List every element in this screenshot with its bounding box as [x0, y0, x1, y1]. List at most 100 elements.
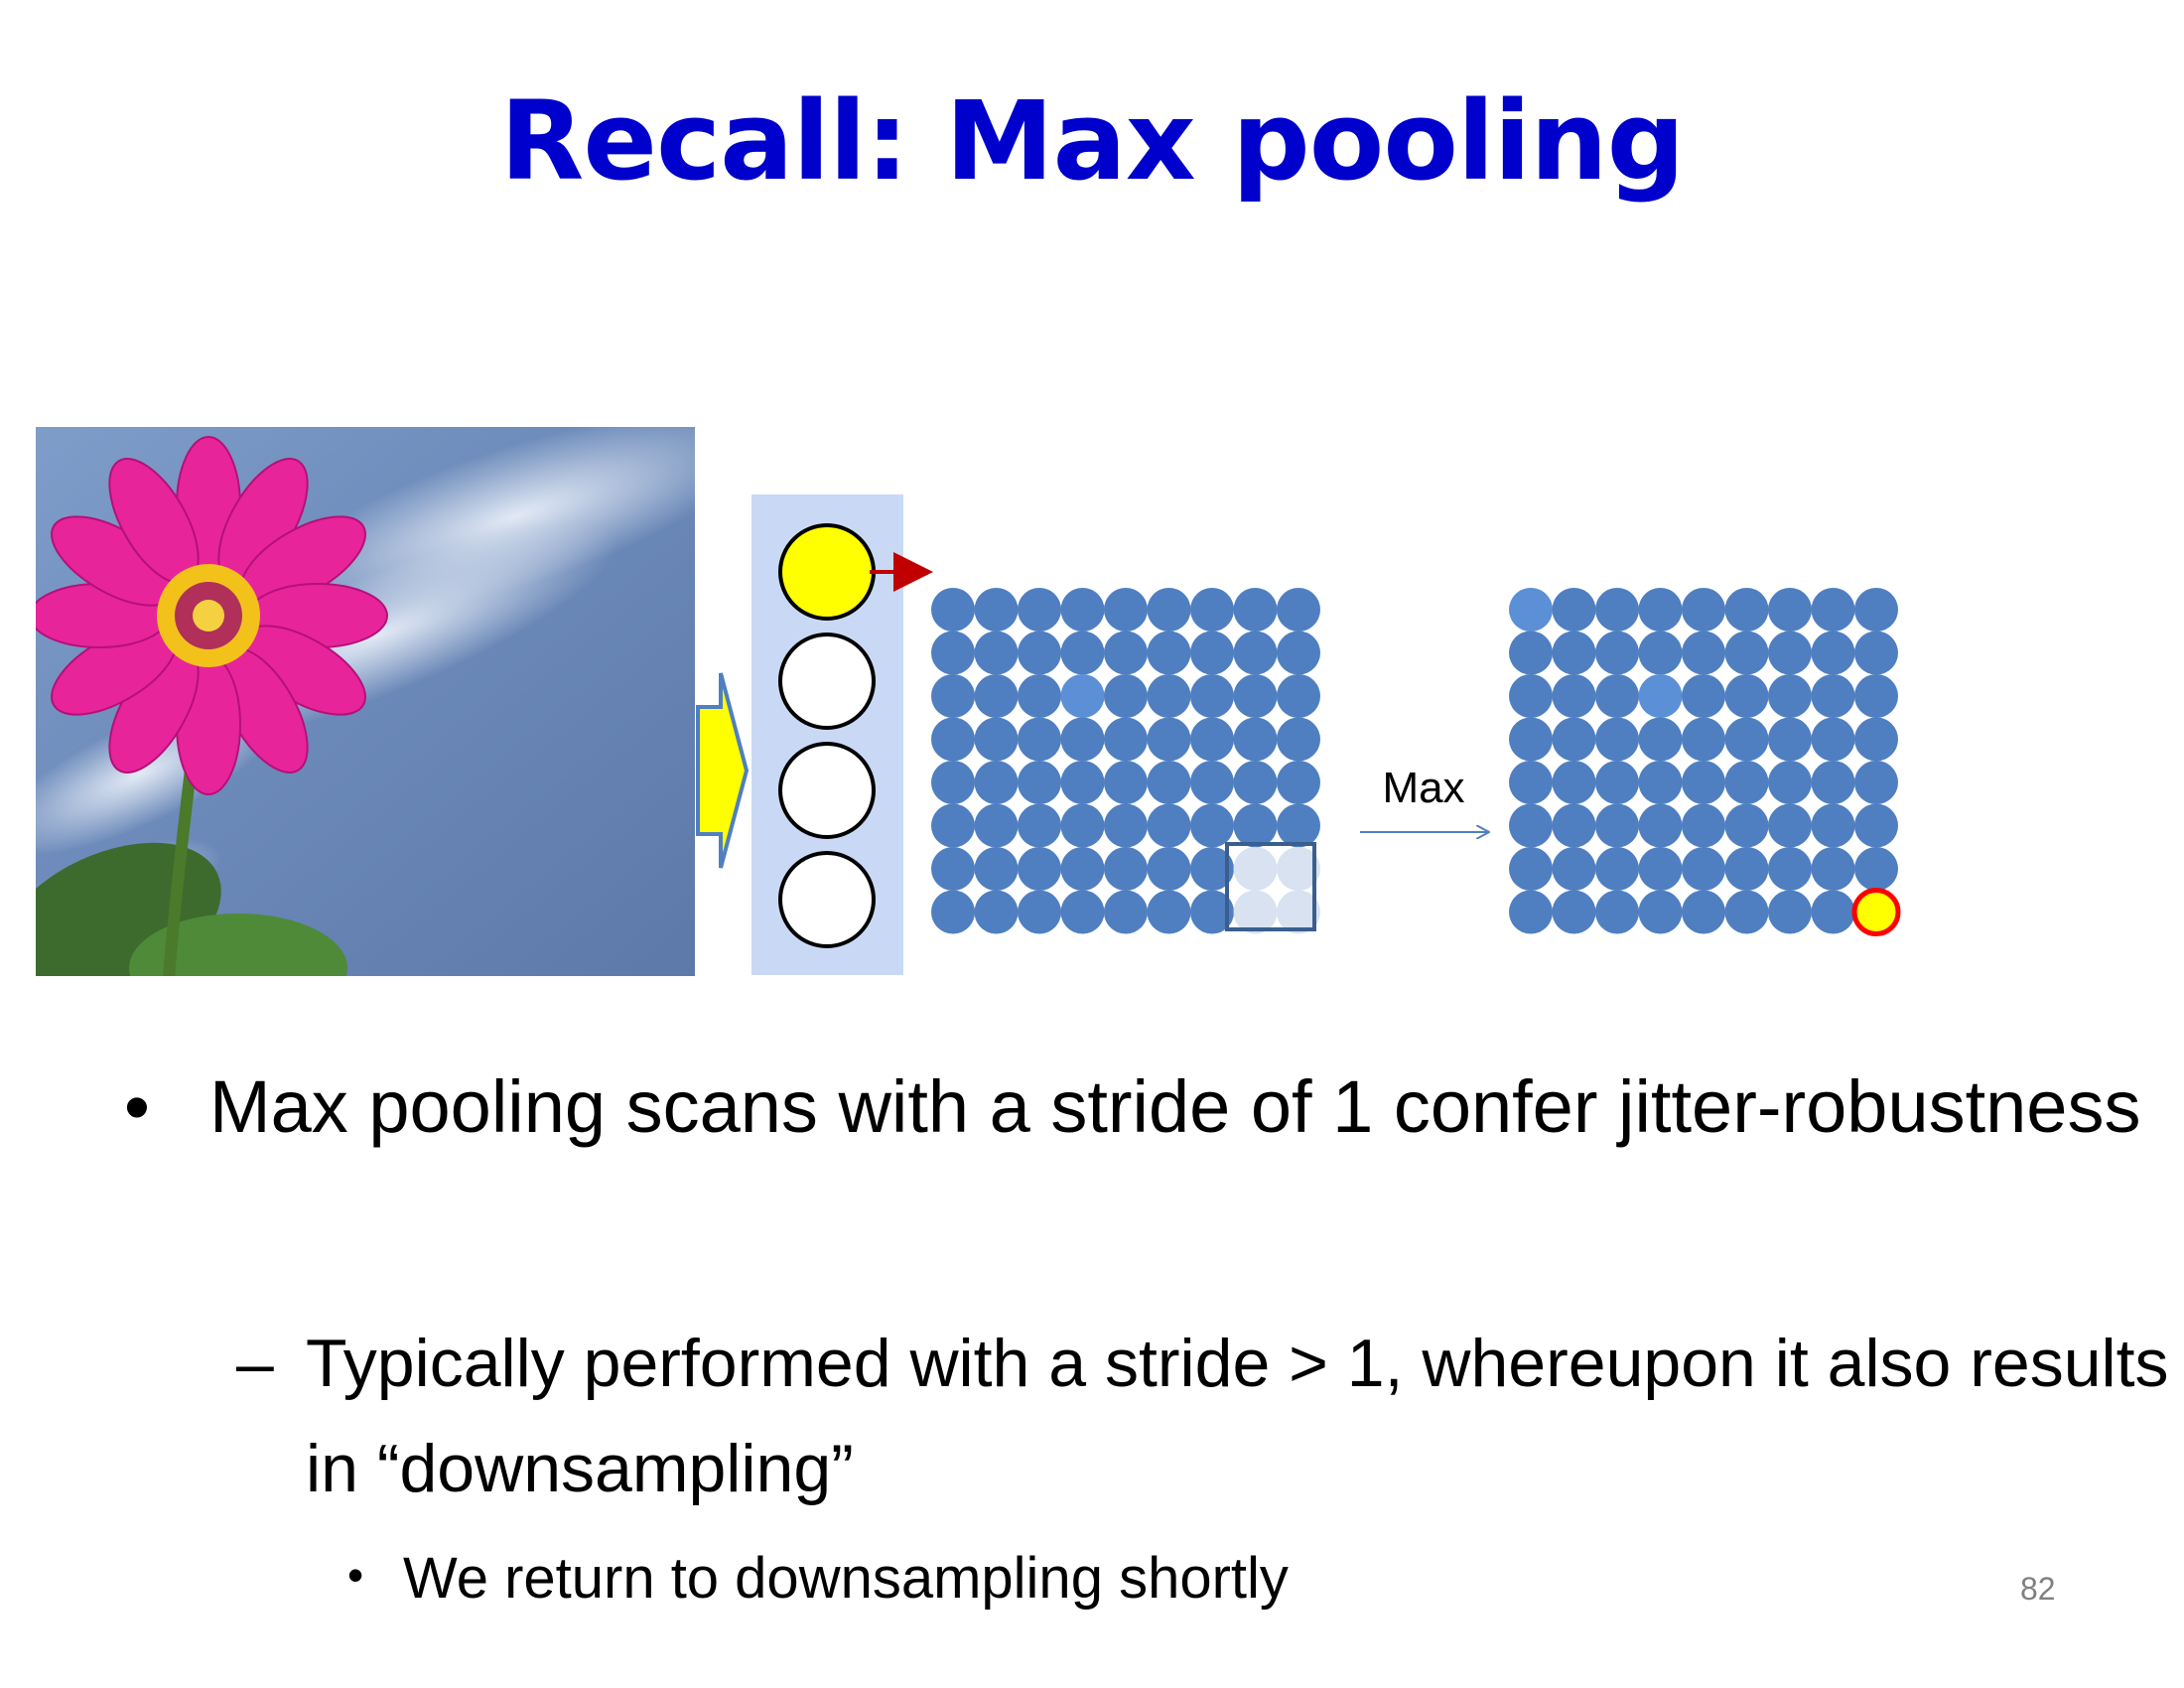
feature-dot	[1638, 588, 1683, 632]
feature-dot	[1509, 803, 1553, 848]
pooled-dot	[1277, 890, 1320, 934]
feature-dot	[1768, 588, 1812, 632]
feature-dot	[931, 631, 975, 675]
feature-dot	[1104, 803, 1148, 848]
feature-dot	[1724, 890, 1769, 934]
yellow-block-arrow	[696, 672, 750, 869]
feature-dot	[931, 588, 975, 632]
feature-dot	[1682, 674, 1725, 718]
feature-dot	[1509, 890, 1553, 934]
feature-dot	[1811, 631, 1855, 675]
feature-dot	[1147, 890, 1191, 934]
feature-dot	[1147, 717, 1191, 762]
feature-dot	[1018, 674, 1061, 718]
active-feature-dot	[1060, 674, 1105, 718]
feature-dot	[1682, 803, 1725, 848]
feature-dot	[1233, 803, 1278, 848]
feature-dot	[1768, 717, 1812, 762]
max-output-dot	[1851, 888, 1901, 936]
feature-dot	[1190, 761, 1234, 804]
bullet-text-subsub: We return to downsampling shortly	[403, 1546, 1289, 1611]
feature-dot	[931, 847, 975, 891]
feature-dot	[1595, 890, 1639, 934]
feature-dot	[1277, 803, 1320, 848]
feature-dot	[1018, 761, 1061, 804]
feature-dot	[1638, 631, 1683, 675]
feature-dot	[1854, 717, 1898, 762]
feature-dot	[1595, 674, 1639, 718]
feature-dot	[1277, 588, 1320, 632]
feature-dot	[1147, 761, 1191, 804]
feature-dot	[1233, 761, 1278, 804]
feature-dot	[1509, 761, 1553, 804]
feature-dot	[1190, 674, 1234, 718]
feature-map-grid	[931, 588, 1320, 934]
feature-dot	[1104, 890, 1148, 934]
feature-dot	[1854, 803, 1898, 848]
feature-dot	[974, 847, 1019, 891]
feature-dot	[1724, 847, 1769, 891]
bullet-text-main: Max pooling scans with a stride of 1 con…	[209, 1065, 2141, 1148]
feature-dot	[1509, 674, 1553, 718]
feature-dot	[1018, 588, 1061, 632]
feature-dot	[1595, 588, 1639, 632]
feature-dot	[1768, 761, 1812, 804]
feature-dot	[974, 674, 1019, 718]
feature-dot	[1233, 717, 1278, 762]
feature-dot	[1552, 717, 1596, 762]
feature-dot	[1768, 803, 1812, 848]
feature-dot	[1277, 761, 1320, 804]
feature-dot	[1854, 761, 1898, 804]
feature-dot	[931, 717, 975, 762]
feature-dot	[1724, 717, 1769, 762]
feature-dot	[1682, 847, 1725, 891]
feature-dot	[931, 890, 975, 934]
feature-dot	[1811, 803, 1855, 848]
feature-dot	[1233, 674, 1278, 718]
feature-dot	[1509, 847, 1553, 891]
feature-dot	[1638, 717, 1683, 762]
feature-dot	[1854, 674, 1898, 718]
feature-dot	[1552, 631, 1596, 675]
feature-dot	[1233, 631, 1278, 675]
feature-dot	[1724, 803, 1769, 848]
feature-dot	[1595, 803, 1639, 848]
feature-dot	[1277, 717, 1320, 762]
feature-dot	[1509, 631, 1553, 675]
feature-dot	[1724, 588, 1769, 632]
feature-dot	[1190, 588, 1234, 632]
feature-dot	[1060, 890, 1105, 934]
feature-dot	[1552, 890, 1596, 934]
feature-dot	[1682, 890, 1725, 934]
feature-dot	[1060, 717, 1105, 762]
feature-dot	[1018, 847, 1061, 891]
feature-dot	[1104, 717, 1148, 762]
feature-dot	[1768, 631, 1812, 675]
bullet-marker: •	[124, 1065, 150, 1148]
pooled-output-grid	[1509, 588, 1901, 936]
feature-dot	[1060, 631, 1105, 675]
feature-dot	[1811, 588, 1855, 632]
feature-dot	[1018, 890, 1061, 934]
feature-dot	[1595, 717, 1639, 762]
feature-dot	[1147, 631, 1191, 675]
feature-dot	[1509, 717, 1553, 762]
feature-dot	[1595, 631, 1639, 675]
feature-dot	[1190, 847, 1234, 891]
feature-dot	[1724, 674, 1769, 718]
feature-dot	[1768, 847, 1812, 891]
feature-dot	[1595, 847, 1639, 891]
feature-dot	[1682, 761, 1725, 804]
feature-dot	[1018, 717, 1061, 762]
feature-dot	[1638, 890, 1683, 934]
feature-dot	[1768, 674, 1812, 718]
pooled-dot	[1233, 847, 1278, 891]
neuron	[778, 851, 876, 948]
dash-marker: –	[236, 1326, 274, 1401]
feature-dot	[1104, 588, 1148, 632]
feature-dot	[1552, 847, 1596, 891]
feature-dot	[1233, 588, 1278, 632]
feature-dot	[974, 717, 1019, 762]
feature-dot	[1811, 847, 1855, 891]
